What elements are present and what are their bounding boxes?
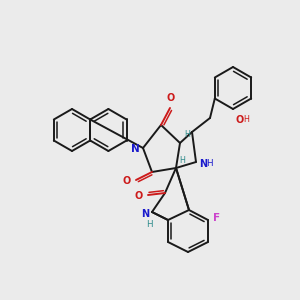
Text: H: H [184, 130, 190, 139]
Text: O: O [235, 115, 243, 125]
Text: H: H [146, 220, 152, 229]
Text: H: H [206, 160, 213, 169]
Text: N: N [131, 144, 140, 154]
Text: N: N [199, 159, 207, 169]
Text: O: O [167, 93, 175, 103]
Text: H: H [243, 115, 249, 124]
Text: O: O [135, 191, 143, 201]
Text: O: O [123, 176, 131, 186]
Text: F: F [213, 213, 220, 223]
Text: H: H [179, 156, 185, 165]
Text: N: N [141, 209, 149, 219]
